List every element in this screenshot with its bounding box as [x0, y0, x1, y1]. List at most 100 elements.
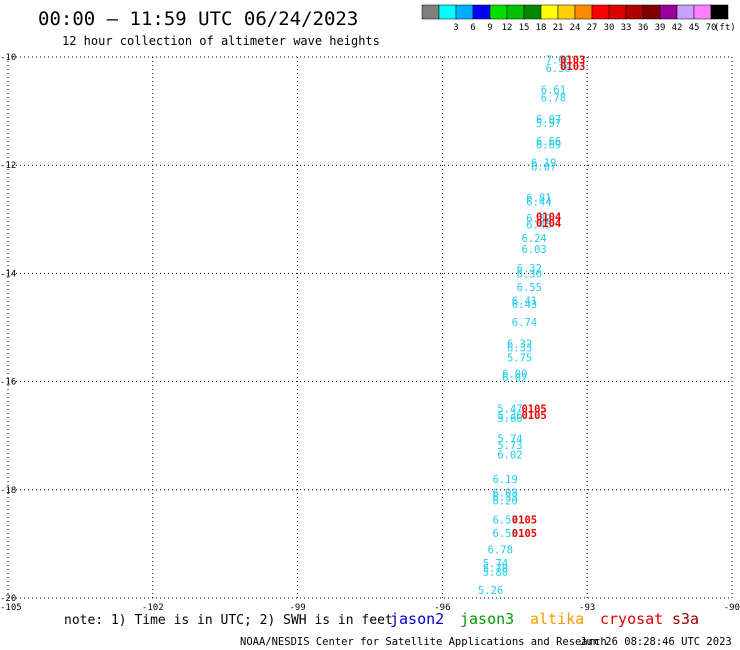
colorbar-tick-label: 9: [487, 23, 492, 33]
wave-height-label: 5.66: [497, 413, 522, 425]
wave-height-label: 5.47: [497, 404, 522, 416]
x-tick-label: -90: [724, 603, 740, 613]
wave-height-label: 5.70: [483, 563, 508, 575]
x-tick-label: -105: [0, 603, 22, 613]
x-tick-label: -96: [434, 603, 450, 613]
legend-item-altika: altika: [530, 610, 584, 628]
satellite-legend: jason2 jason3 altika cryosat s3a: [390, 610, 699, 628]
wave-height-label: 5.36: [497, 410, 522, 422]
wave-height-label: 6.07: [531, 161, 556, 173]
wave-height-label: 6.24: [521, 233, 546, 245]
wave-height-label: 5.26: [478, 585, 503, 597]
wave-height-label: 6.53: [492, 528, 517, 540]
colorbar-tick-label: 18: [536, 23, 547, 33]
wave-height-label: 5.80: [483, 567, 508, 579]
wave-height-label: 6.45: [526, 220, 551, 232]
wave-height-label: 6.43: [512, 299, 537, 311]
colorbar-tick-label: 30: [604, 23, 615, 33]
legend-item-s3a: s3a: [672, 610, 699, 628]
pass-label: 0104: [536, 212, 561, 224]
colorbar-swatch: [472, 4, 491, 20]
wave-height-label: 6.66: [536, 136, 561, 148]
colorbar-swatch: [659, 4, 678, 20]
colorbar-tick-label: 39: [655, 23, 666, 33]
colorbar-swatch: [455, 4, 474, 20]
wave-height-label: 6.00: [502, 368, 527, 380]
wave-height-label: 6.20: [492, 496, 517, 508]
colorbar-swatch: [523, 4, 542, 20]
wave-height-label: 6.55: [517, 282, 542, 294]
pass-label: 0105: [512, 528, 537, 540]
colorbar: 3 6 9 12 15 18 21 24 27 30 33 36 39 42 45 70: [421, 4, 729, 33]
colorbar-swatch: [642, 4, 661, 20]
footer-credit: NOAA/NESDIS Center for Satellite Applica…: [240, 636, 607, 648]
wave-height-label: 6.02: [497, 450, 522, 462]
colorbar-tick-label: 12: [502, 23, 513, 33]
pass-label: 0105: [521, 410, 546, 422]
wave-height-label: 6.44: [526, 196, 551, 208]
wave-height-label: 6.57: [492, 515, 517, 527]
pass-label: 0105: [512, 515, 537, 527]
colorbar-swatch: [489, 4, 508, 20]
colorbar-tick-label: 21: [553, 23, 564, 33]
chart-subtitle: 12 hour collection of altimeter wave hei…: [62, 34, 380, 48]
colorbar-swatch: [608, 4, 627, 20]
colorbar-tick-label: 42: [672, 23, 683, 33]
pass-label: 0105: [521, 404, 546, 416]
wave-height-label: 6.78: [541, 93, 566, 105]
colorbar-tick-label: 6: [470, 23, 475, 33]
colorbar-swatch: [506, 4, 525, 20]
wave-height-label: 6.07: [536, 114, 561, 126]
wave-height-label: 5.97: [536, 118, 561, 130]
colorbar-tick-label: 3: [453, 23, 458, 33]
colorbar-tick-label: 24: [570, 23, 581, 33]
wave-height-label: 5.73: [497, 440, 522, 452]
y-tick-label: -10: [0, 53, 16, 63]
colorbar-tick-label: 36: [638, 23, 649, 33]
wave-height-label: 6.32: [507, 339, 532, 351]
colorbar-swatch: [438, 4, 457, 20]
colorbar-tick-label: 70: [706, 23, 717, 33]
wave-height-label: 6.33: [507, 343, 532, 355]
wave-height-label: 6.41: [512, 295, 537, 307]
pass-label: 0104: [536, 218, 561, 230]
wave-height-label: 6.33: [492, 491, 517, 503]
wave-height-label: 6.32: [517, 263, 542, 275]
wave-height-label: 5.75: [507, 352, 532, 364]
wave-height-label: 6.36: [546, 63, 571, 75]
x-tick-label: -99: [289, 603, 305, 613]
colorbar-swatch: [574, 4, 593, 20]
wave-height-label: 7.00: [546, 55, 571, 67]
wave-height-label: 6.81: [526, 193, 551, 205]
legend-item-cryosat: cryosat: [600, 610, 663, 628]
chart-title: 00:00 — 11:59 UTC 06/24/2023: [38, 8, 358, 30]
colorbar-swatch: [710, 4, 729, 20]
legend-item-jason2: jason2: [390, 610, 444, 628]
colorbar-tick-label: 27: [587, 23, 598, 33]
wave-height-label: 6.19: [492, 474, 517, 486]
wave-height-label: 6.78: [488, 544, 513, 556]
wave-height-label: 6.61: [541, 84, 566, 96]
x-tick-label: -102: [142, 603, 164, 613]
wave-height-label: 6.69: [536, 140, 561, 152]
wave-height-label: 6.39: [526, 213, 551, 225]
footer-timestamp: Jun 26 08:28:46 UTC 2023: [580, 636, 732, 648]
colorbar-unit: (ft): [714, 23, 736, 33]
y-tick-label: -16: [0, 378, 16, 388]
y-tick-label: -20: [0, 594, 16, 604]
x-tick-label: -93: [579, 603, 595, 613]
legend-item-jason3: jason3: [460, 610, 514, 628]
colorbar-swatch: [557, 4, 576, 20]
wave-height-label: 6.19: [531, 157, 556, 169]
y-tick-label: -14: [0, 269, 16, 279]
pass-label: 0103: [560, 55, 585, 67]
y-tick-label: -18: [0, 486, 16, 496]
wave-height-label: 6.08: [492, 488, 517, 500]
note: note: 1) Time is in UTC; 2) SWH is in fe…: [64, 613, 393, 628]
colorbar-swatch: [421, 4, 440, 20]
colorbar-swatch: [693, 4, 712, 20]
colorbar-swatch: [591, 4, 610, 20]
wave-height-label: 6.36: [517, 268, 542, 280]
